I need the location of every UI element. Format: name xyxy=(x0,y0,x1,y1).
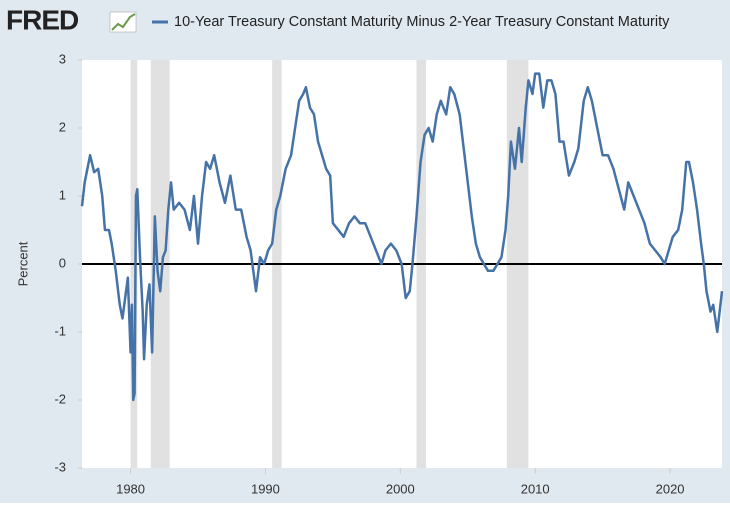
x-tick-label: 1990 xyxy=(251,481,280,496)
y-tick-label: 2 xyxy=(59,119,66,134)
logo-icon xyxy=(109,11,137,33)
x-tick-label: 1980 xyxy=(116,481,145,496)
logo: FRED xyxy=(6,4,79,35)
data-line xyxy=(80,72,724,402)
x-tick-label: 2020 xyxy=(656,481,685,496)
y-tick-label: 1 xyxy=(59,187,66,202)
y-tick-label: -2 xyxy=(54,391,66,406)
legend-label: 10-Year Treasury Constant Maturity Minus… xyxy=(174,14,670,30)
x-tick-label: 2000 xyxy=(386,481,415,496)
y-axis-label: Percent xyxy=(15,241,30,286)
y-tick-label: -1 xyxy=(54,323,66,338)
y-tick-label: 0 xyxy=(59,255,66,270)
y-tick-label: -3 xyxy=(54,459,66,474)
x-tick-label: 2010 xyxy=(521,481,550,496)
y-tick-label: 3 xyxy=(59,51,66,66)
